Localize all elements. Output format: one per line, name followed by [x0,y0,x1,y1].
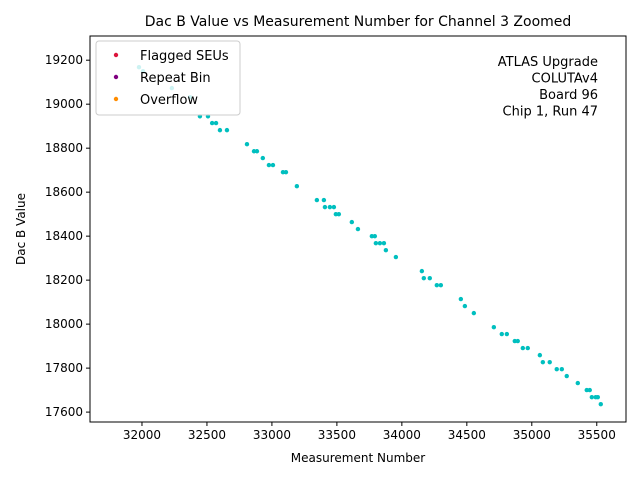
point [471,310,477,316]
point [438,282,444,288]
x-tick-label: 35000 [513,428,551,442]
point [254,149,260,154]
x-tick-label: 33500 [318,428,356,442]
x-tick-label: 34500 [448,428,486,442]
point [383,248,389,253]
y-tick-label: 18800 [45,141,83,155]
x-axis-label: Measurement Number [291,451,425,465]
point [266,162,272,168]
y-tick-label: 18200 [45,273,83,287]
y-tick-label: 18600 [45,185,83,199]
y-axis-label: Dac B Value [14,193,28,265]
point [499,331,504,337]
point [598,401,603,407]
point [587,387,592,393]
point [373,240,379,246]
annotation: ATLAS Upgrade [498,55,598,70]
annotation: COLUTAv4 [532,72,598,87]
x-tick-label: 33000 [253,428,291,442]
point [462,303,468,309]
point [589,394,595,400]
legend-label: Overflow [140,93,198,108]
point [294,184,300,189]
point [322,204,328,210]
annotation: Board 96 [539,88,598,103]
legend-marker [113,96,119,102]
point [564,373,569,379]
annotation: Chip 1, Run 47 [503,105,598,120]
point [381,240,387,246]
point [427,275,432,281]
y-tick-label: 17800 [45,361,83,375]
x-tick-label: 32000 [123,428,161,442]
plot-frame [89,35,627,423]
point [355,226,361,232]
point [419,268,425,274]
point [504,331,510,337]
point [270,162,276,168]
y-tick-label: 19000 [45,97,83,111]
legend-marker [113,74,119,80]
point [421,275,427,281]
legend-label: Repeat Bin [140,71,211,86]
point [213,120,219,126]
x-tick-label: 34000 [383,428,421,442]
point [217,127,223,133]
x-tick-label: 35500 [578,428,616,442]
point [559,367,565,372]
point [336,211,342,217]
legend-label: Flagged SEUs [140,49,229,64]
legend-box [95,40,241,116]
point [244,142,250,147]
y-tick-label: 18400 [45,229,83,243]
point [260,155,266,161]
point [547,359,552,365]
y-tick-label: 18000 [45,317,83,331]
point [434,282,440,288]
point [393,254,399,260]
point [595,394,601,400]
chart-title: Dac B Value vs Measurement Number for Ch… [145,14,572,30]
point [458,296,464,302]
point [520,345,526,351]
point [575,380,580,386]
point [491,325,497,330]
y-tick-label: 19200 [45,53,83,67]
point [331,204,337,210]
y-tick-label: 17600 [45,405,83,419]
point [224,127,230,133]
point [515,338,520,344]
point [372,233,378,239]
point [377,240,383,246]
point [283,169,289,175]
x-tick-label: 32500 [188,428,226,442]
point [537,352,543,358]
point [540,359,546,365]
point [314,197,320,203]
point [327,204,333,210]
point [321,197,327,203]
point [349,219,355,225]
point [209,120,215,126]
point [525,345,530,351]
legend-marker [113,52,119,58]
point [554,367,559,372]
